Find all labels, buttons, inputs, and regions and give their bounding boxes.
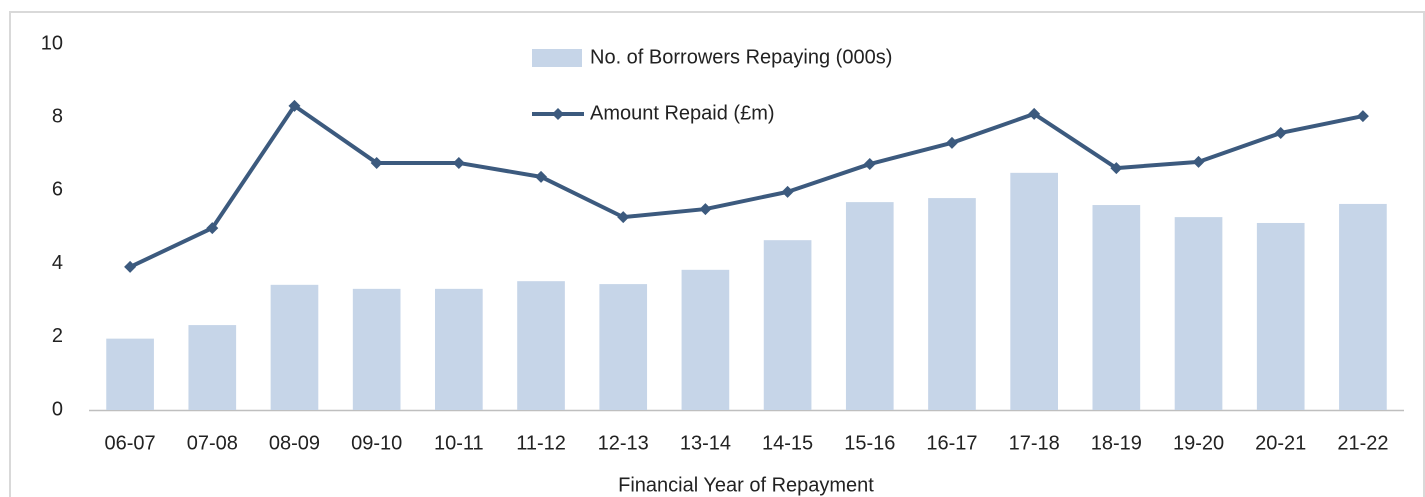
y-tick-label: 0 <box>52 398 63 420</box>
line-marker <box>124 260 137 273</box>
line-marker <box>452 156 465 169</box>
bar <box>763 240 812 410</box>
bar <box>599 284 648 410</box>
x-tick-label: 14-15 <box>762 432 813 454</box>
x-tick-label: 16-17 <box>926 432 977 454</box>
bar <box>928 198 976 410</box>
bar <box>1174 217 1223 410</box>
line-marker <box>206 222 219 235</box>
y-tick-label: 8 <box>52 105 63 127</box>
line-marker <box>1110 162 1123 175</box>
bar <box>1092 205 1141 410</box>
line-marker <box>1274 126 1287 139</box>
line-marker <box>1192 155 1205 168</box>
x-tick-label: 15-16 <box>844 432 895 454</box>
line-marker <box>863 158 876 171</box>
x-tick-label: 09-10 <box>351 432 402 454</box>
x-tick-label: 17-18 <box>1009 432 1060 454</box>
bar <box>845 202 894 410</box>
line-marker <box>617 211 630 224</box>
y-tick-label: 6 <box>52 179 63 201</box>
x-tick-label: 18-19 <box>1091 432 1142 454</box>
line-marker <box>1028 107 1041 120</box>
x-axis-title: Financial Year of Repayment <box>618 474 874 496</box>
x-tick-label: 08-09 <box>269 432 320 454</box>
bar <box>435 288 483 410</box>
bar <box>1010 172 1058 410</box>
bar <box>106 338 154 410</box>
bar <box>1339 203 1387 410</box>
legend-label: No. of Borrowers Repaying (000s) <box>590 46 892 68</box>
x-tick-label: 20-21 <box>1255 432 1306 454</box>
line-marker <box>370 156 383 169</box>
bar <box>1256 222 1305 410</box>
y-tick-label: 4 <box>52 252 63 274</box>
x-tick-label: 10-11 <box>434 432 484 454</box>
x-tick-label: 07-08 <box>187 432 238 454</box>
x-tick-label: 12-13 <box>598 432 649 454</box>
x-tick-label: 11-12 <box>516 432 566 454</box>
bar <box>681 269 730 410</box>
legend-marker <box>552 108 564 120</box>
y-tick-label: 10 <box>41 32 63 54</box>
y-tick-label: 2 <box>52 325 63 347</box>
legend-label: Amount Repaid (£m) <box>590 102 775 124</box>
line-marker <box>945 136 958 149</box>
line-marker <box>781 185 794 198</box>
legend-swatch <box>532 49 582 67</box>
line <box>129 103 1364 269</box>
line-marker <box>288 99 301 112</box>
line-marker <box>699 203 712 216</box>
x-tick-label: 13-14 <box>680 432 731 454</box>
line-marker <box>1356 110 1369 123</box>
line-marker <box>535 170 548 183</box>
bar <box>517 281 565 410</box>
bar <box>188 325 237 410</box>
x-tick-label: 19-20 <box>1173 432 1224 454</box>
x-tick-label: 21-22 <box>1337 432 1388 454</box>
bar <box>352 288 401 410</box>
chart-frame <box>9 11 1425 497</box>
x-tick-label: 06-07 <box>105 432 156 454</box>
bar <box>270 284 319 410</box>
